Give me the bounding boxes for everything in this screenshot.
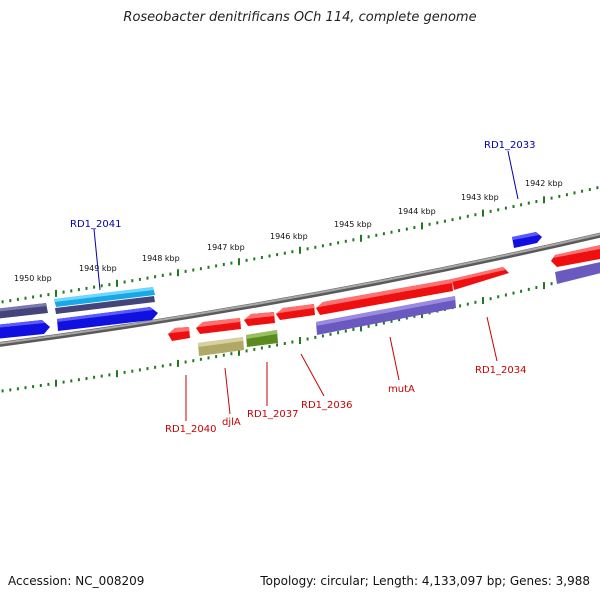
label-leaders — [93, 150, 519, 421]
map-title: Roseobacter denitrificans OCh 114, compl… — [123, 10, 477, 25]
gene-arrow-rd1-2034[interactable] — [452, 267, 509, 290]
accession-text: Accession: NC_008209 — [8, 574, 145, 588]
gene-track-upper — [0, 232, 600, 339]
kbp-label-1943: 1943 kbp — [461, 193, 499, 202]
gene-label-rd1-2034[interactable]: RD1_2034 — [475, 365, 526, 376]
gene-label-djla[interactable]: djlA — [222, 417, 241, 428]
gene-arrow[interactable] — [555, 261, 600, 284]
kbp-label-1945: 1945 kbp — [334, 220, 372, 229]
gene-label-rd1-2036[interactable]: RD1_2036 — [301, 400, 352, 411]
kbp-labels: 1950 kbp 1949 kbp 1948 kbp 1947 kbp 1946… — [14, 179, 563, 283]
kbp-label-1950: 1950 kbp — [14, 274, 52, 283]
gene-track-lower — [168, 267, 509, 356]
gene-label-rd1-2037[interactable]: RD1_2037 — [247, 409, 298, 420]
genome-summary-text: Topology: circular; Length: 4,133,097 bp… — [260, 574, 590, 588]
kbp-label-1944: 1944 kbp — [398, 207, 436, 216]
gene-labels: RD1_2041 RD1_2033 RD1_2040 djlA RD1_2037… — [70, 140, 535, 435]
gene-label-muta[interactable]: mutA — [388, 384, 415, 395]
kbp-label-1947: 1947 kbp — [207, 243, 245, 252]
gene-label-rd1-2033[interactable]: RD1_2033 — [484, 140, 535, 151]
outer-scale-track — [1, 186, 599, 304]
gene-arrow[interactable] — [55, 296, 155, 314]
gene-label-rd1-2040[interactable]: RD1_2040 — [165, 424, 216, 435]
gene-label-rd1-2041[interactable]: RD1_2041 — [70, 219, 121, 230]
kbp-label-1948: 1948 kbp — [142, 254, 180, 263]
kbp-label-1946: 1946 kbp — [270, 232, 308, 241]
gene-arrow[interactable] — [57, 307, 158, 331]
kbp-label-1942: 1942 kbp — [525, 179, 563, 188]
